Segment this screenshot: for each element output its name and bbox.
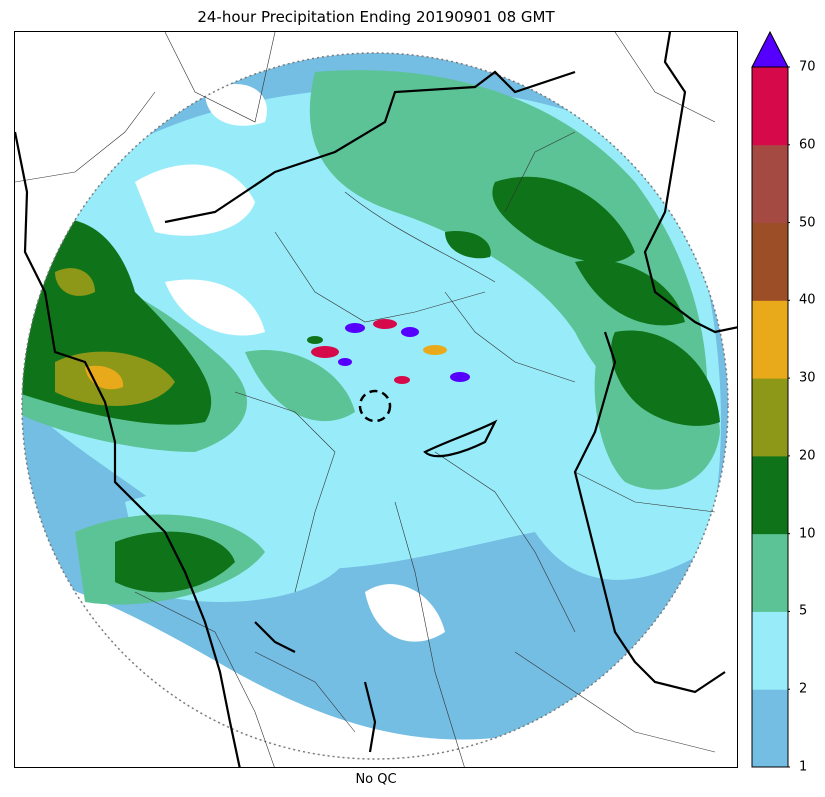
dry-area-northwest	[135, 164, 255, 236]
state-borders	[15, 32, 737, 767]
precip-20-30-spot	[55, 268, 95, 296]
precip-10-20-east	[611, 330, 720, 426]
dry-area-north	[205, 83, 267, 126]
colorbar	[750, 30, 792, 770]
colorbar-tick-label: 20	[799, 448, 816, 464]
radar-center-ring	[358, 389, 392, 423]
convective-cells	[307, 319, 470, 384]
dry-area-center-south	[365, 584, 445, 642]
chart-title: 24-hour Precipitation Ending 20190901 08…	[197, 8, 555, 26]
colorbar-border	[751, 66, 789, 768]
colorbar-segment	[752, 455, 788, 535]
colorbar-segment	[752, 378, 788, 457]
colorbar-segment	[752, 144, 788, 224]
colorbar-tick-label: 2	[799, 681, 808, 697]
colorbar-tick-label: 50	[799, 215, 816, 231]
precip-10-20-southwest	[115, 531, 235, 593]
colorbar-tick-label: 5	[799, 603, 808, 619]
radar-range-ring	[21, 52, 729, 760]
precip-10-20-northeast	[492, 176, 635, 263]
precip-10-20-spot	[445, 231, 491, 259]
colorbar-segment	[752, 611, 788, 690]
map-caption: No QC	[355, 772, 397, 787]
colorbar-segment	[752, 222, 788, 301]
colorbar-tick-label: 70	[799, 59, 816, 75]
colorbar-segment	[752, 300, 788, 379]
colorbar-tick-label: 40	[799, 292, 816, 308]
precipitation-field	[22, 53, 728, 759]
colorbar-segment	[752, 689, 788, 768]
precip-5-10-center	[245, 350, 355, 422]
colorbar-tick-label: 30	[799, 370, 816, 386]
colorbar-extend-max	[751, 30, 789, 68]
precip-10-20-northeast-2	[575, 260, 685, 326]
district-borders	[15, 32, 716, 767]
colorbar-tick-label: 60	[799, 137, 816, 153]
colorbar-segment	[752, 533, 788, 612]
colorbar-segment	[752, 67, 788, 146]
colorbar-tick-label: 1	[799, 759, 808, 775]
precipitation-map	[14, 31, 738, 768]
dry-area-west	[165, 279, 265, 336]
colorbar-tick-label: 10	[799, 526, 816, 542]
